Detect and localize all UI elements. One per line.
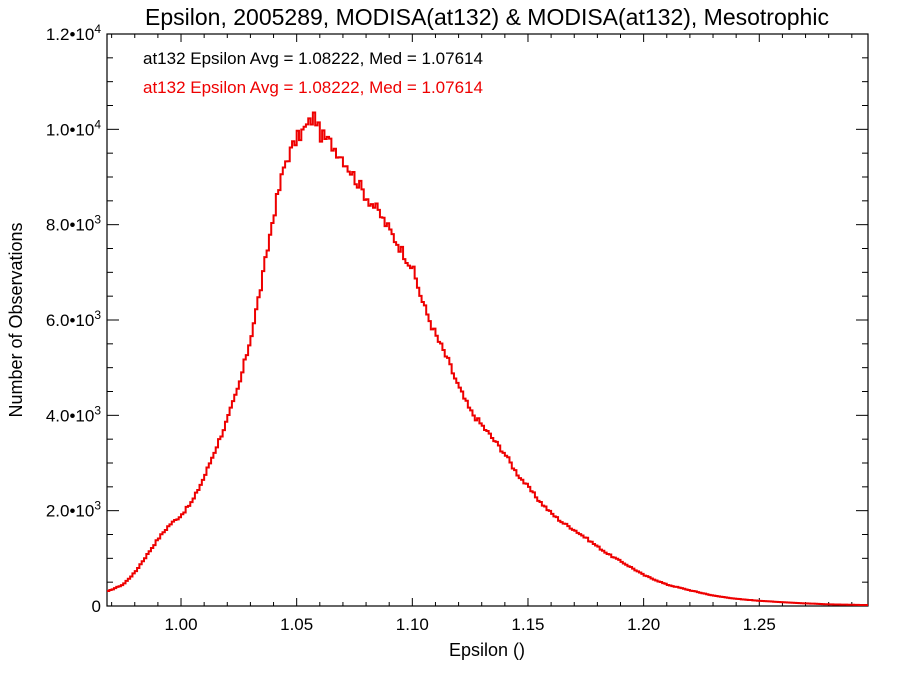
- x-tick-label: 1.10: [396, 615, 429, 634]
- histogram-series-line: [107, 111, 868, 607]
- y-axis-label: Number of Observations: [6, 222, 26, 417]
- plot-area: 1.00 1.05 1.10 1.15 1.20 1.25 0 2.0•103 4.0•103 6…: [46, 22, 869, 634]
- y-tick-label: 6.0•103: [46, 308, 102, 330]
- chart-title: Epsilon, 2005289, MODISA(at132) & MODISA…: [145, 4, 829, 30]
- x-tick-label: 1.05: [280, 615, 313, 634]
- y-tick-label: 1.0•104: [46, 117, 102, 139]
- y-tick-label: 4.0•103: [46, 403, 102, 425]
- y-tick-label: 1.2•104: [46, 22, 102, 44]
- x-tick-label: 1.15: [511, 615, 544, 634]
- x-tick-label: 1.25: [743, 615, 776, 634]
- y-tick-label: 8.0•103: [46, 213, 102, 235]
- stats-annotation: at132 Epsilon Avg = 1.08222, Med = 1.076…: [143, 49, 483, 68]
- y-tick-label: 0: [92, 597, 101, 616]
- x-tick-label: 1.00: [164, 615, 197, 634]
- x-tick-label: 1.20: [627, 615, 660, 634]
- y-tick-label: 2.0•103: [46, 499, 102, 521]
- stats-annotation: at132 Epsilon Avg = 1.08222, Med = 1.076…: [143, 78, 483, 97]
- x-axis-label: Epsilon (): [449, 640, 525, 660]
